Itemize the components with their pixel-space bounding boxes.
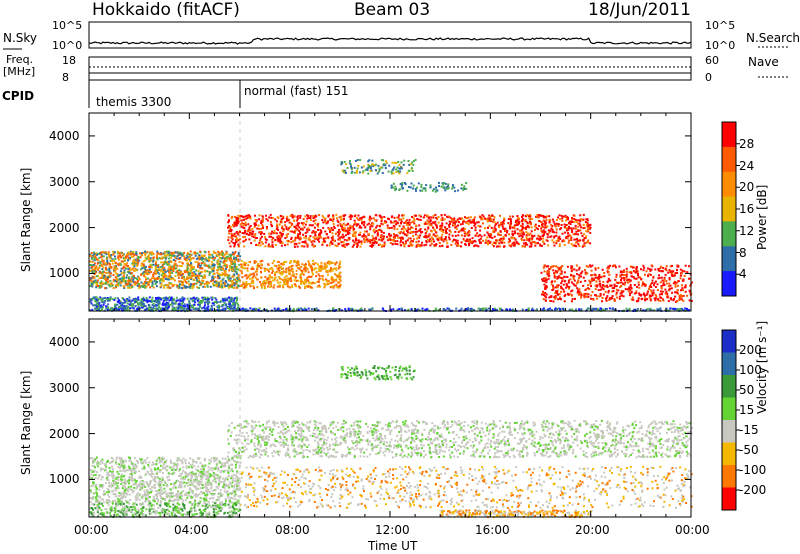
nsky-strip (3, 21, 790, 50)
nave-tick-bottom: 0 (705, 71, 712, 84)
xtick-4: 16:00 (475, 523, 510, 537)
xaxis-label: Time UT (368, 539, 418, 553)
velocity-ytick-2000: 2000 (49, 427, 80, 441)
xtick-2: 08:00 (275, 523, 310, 537)
colorbar-tick: 28 (739, 136, 755, 151)
cpid-mode-2: normal (fast) 151 (244, 84, 349, 98)
velocity-ytick-4000: 4000 (49, 335, 80, 349)
colorbar-tick: 12 (739, 223, 755, 238)
xtick-3: 12:00 (375, 523, 410, 537)
freq-strip (88, 56, 790, 81)
nave-tick-top: 60 (705, 54, 719, 67)
date-title: 18/Jun/2011 (588, 0, 691, 20)
colorbar-tick: 100 (739, 363, 762, 377)
freq-tick-bottom: 8 (62, 71, 69, 84)
colorbar-tick: 8 (739, 245, 747, 260)
xtick-6: 00:00 (675, 523, 710, 537)
xtick-1: 04:00 (174, 523, 209, 537)
freq-unit-label: [MHz] (3, 65, 36, 78)
velocity-colorbar (721, 329, 740, 511)
cpid-mode-1: themis 3300 (96, 95, 172, 109)
velocity-panel (88, 318, 693, 519)
colorbar-tick: 16 (739, 202, 755, 216)
colorbar-tick: 50 (739, 383, 755, 397)
colorbar-tick: 15 (739, 403, 755, 417)
nsky-tick-bottom: 10^0 (52, 39, 83, 52)
power-ytick-4000: 4000 (49, 129, 80, 143)
colorbar-tick: 20 (739, 180, 755, 195)
colorbar-tick: 4 (739, 267, 747, 282)
xtick-0: 00:00 (74, 523, 109, 537)
xtick-5: 20:00 (575, 523, 610, 537)
power-colorbar (721, 121, 740, 297)
power-panel (88, 112, 693, 313)
nsearch-tick-bottom: 10^0 (705, 39, 736, 52)
cpid-label: CPID (2, 89, 35, 103)
colorbar-tick: -15 (739, 423, 759, 437)
velocity-ytick-1000: 1000 (49, 472, 80, 486)
freq-tick-top: 18 (62, 54, 76, 67)
radar-title: Hokkaido (fitACF) (92, 0, 240, 20)
power-ytick-2000: 2000 (49, 221, 80, 235)
colorbar-tick: -50 (739, 443, 759, 457)
colorbar-tick: -100 (739, 463, 767, 477)
beam-title: Beam 03 (354, 0, 431, 20)
nsearch-label: N.Search (746, 31, 800, 45)
freq-label: Freq. (6, 53, 34, 66)
nsky-tick-top: 10^5 (52, 19, 83, 32)
colorbar-tick: 200 (739, 343, 762, 357)
colorbar-tick: -200 (739, 483, 767, 497)
cpid-strip (88, 80, 241, 108)
power-ytick-1000: 1000 (49, 266, 80, 280)
nsky-label: N.Sky (3, 31, 38, 45)
nsearch-tick-top: 10^5 (705, 19, 736, 32)
nave-label: Nave (748, 55, 779, 69)
velocity-ytick-3000: 3000 (49, 381, 80, 395)
colorbar-tick: 24 (739, 158, 755, 173)
power-ytick-3000: 3000 (49, 175, 80, 189)
